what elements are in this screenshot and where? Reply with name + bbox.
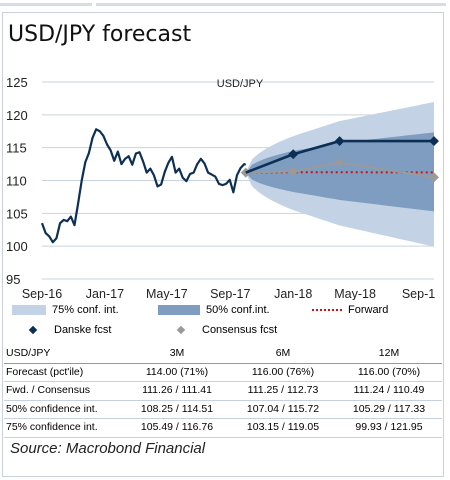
table-cell: 75% confidence int. bbox=[4, 418, 124, 438]
table-cell: 99.93 / 121.95 bbox=[336, 418, 442, 438]
danske-point bbox=[429, 136, 439, 147]
table-header-cell: 3M bbox=[124, 345, 230, 364]
table-header-cell: 6M bbox=[230, 345, 336, 364]
table-header-row: USD/JPY 3M 6M 12M bbox=[4, 345, 442, 364]
table-row: 75% confidence int. 105.49 / 116.76 103.… bbox=[4, 418, 442, 438]
table-cell: 107.04 / 115.72 bbox=[230, 400, 336, 419]
legend-swatch-conf75 bbox=[12, 305, 46, 315]
y-tick-label: 95 bbox=[6, 272, 20, 287]
legend-marker-danske bbox=[28, 325, 38, 335]
chart-frame bbox=[2, 12, 444, 477]
x-tick-label: Jan-18 bbox=[274, 287, 312, 300]
consensus-point bbox=[334, 157, 345, 168]
legend-item-danske: Danske fcst bbox=[28, 324, 112, 336]
legend-item-conf75: 75% conf. int. bbox=[12, 304, 119, 316]
x-tick-label: Jan-17 bbox=[86, 287, 124, 300]
consensus-line bbox=[245, 161, 435, 179]
table-cell: 103.15 / 119.05 bbox=[230, 418, 336, 438]
consensus-point bbox=[288, 166, 299, 177]
table-cell: Fwd. / Consensus bbox=[4, 381, 124, 401]
legend-label-danske: Danske fcst bbox=[54, 324, 112, 336]
table-cell: 105.29 / 117.33 bbox=[336, 400, 442, 419]
legend-swatch-forward bbox=[312, 309, 342, 311]
table-cell: 111.25 / 112.73 bbox=[230, 381, 336, 401]
table-cell: 114.00 (71%) bbox=[124, 363, 230, 382]
y-tick-label: 125 bbox=[6, 75, 28, 90]
danske-point bbox=[288, 149, 299, 160]
legend-item-conf50: 50% conf.int. bbox=[158, 304, 270, 316]
table-header-cell: 12M bbox=[336, 345, 442, 364]
table-cell: Forecast (pct'ile) bbox=[4, 363, 124, 382]
table-cell: 116.00 (76%) bbox=[230, 363, 336, 382]
x-tick-label: May-17 bbox=[146, 287, 188, 300]
legend-marker-consensus bbox=[176, 325, 186, 335]
table-cell: 108.25 / 114.51 bbox=[124, 400, 230, 419]
legend-label-forward: Forward bbox=[348, 304, 389, 316]
consensus-point bbox=[429, 172, 439, 183]
legend-label-consensus: Consensus fcst bbox=[202, 324, 278, 336]
history-line bbox=[40, 128, 247, 244]
table-row: 50% confidence int. 108.25 / 114.51 107.… bbox=[4, 400, 442, 419]
legend-swatch-conf50 bbox=[158, 305, 200, 315]
chart-plot: 95 100 105 110 115 120 125 Sep-16 Jan-17 May-17 Se… bbox=[6, 75, 439, 300]
danske-point bbox=[334, 136, 345, 147]
table-cell: 50% confidence int. bbox=[4, 400, 124, 419]
y-tick-label: 105 bbox=[6, 206, 28, 221]
x-tick-label: Sep-17 bbox=[210, 287, 250, 300]
y-tick-label: 115 bbox=[6, 141, 27, 156]
legend-item-consensus: Consensus fcst bbox=[176, 324, 278, 336]
table-cell: 105.49 / 116.76 bbox=[124, 418, 230, 438]
table-header-cell: USD/JPY bbox=[4, 345, 124, 364]
x-tick-label: May-18 bbox=[334, 287, 376, 300]
y-tick-label: 100 bbox=[6, 239, 28, 254]
x-tick-label: Sep-16 bbox=[22, 287, 62, 300]
top-decoration bbox=[0, 0, 450, 10]
x-tick-label: Sep-1 bbox=[402, 287, 435, 300]
source-note: Source: Macrobond Financial bbox=[10, 440, 206, 457]
table-cell: 116.00 (70%) bbox=[336, 363, 442, 382]
legend-label-conf75: 75% conf. int. bbox=[52, 304, 119, 316]
legend-item-forward: Forward bbox=[312, 304, 388, 316]
y-tick-label: 110 bbox=[6, 174, 27, 189]
chart-title: USD/JPY forecast bbox=[8, 22, 192, 47]
table-cell: 111.24 / 110.49 bbox=[336, 381, 442, 401]
legend-label-conf50: 50% conf.int. bbox=[206, 304, 270, 316]
forecast-table: USD/JPY 3M 6M 12M Forecast (pct'ile) 114… bbox=[4, 345, 442, 438]
danske-line bbox=[245, 139, 434, 174]
series-label: USD/JPY bbox=[217, 78, 264, 90]
table-row: Forecast (pct'ile) 114.00 (71%) 116.00 (… bbox=[4, 363, 442, 382]
chart-legend: 75% conf. int. 50% conf.int. Forward Dan… bbox=[0, 302, 450, 342]
table-row: Fwd. / Consensus 111.26 / 111.41 111.25 … bbox=[4, 381, 442, 401]
table-cell: 111.26 / 111.41 bbox=[124, 381, 230, 401]
y-tick-label: 120 bbox=[6, 108, 28, 123]
